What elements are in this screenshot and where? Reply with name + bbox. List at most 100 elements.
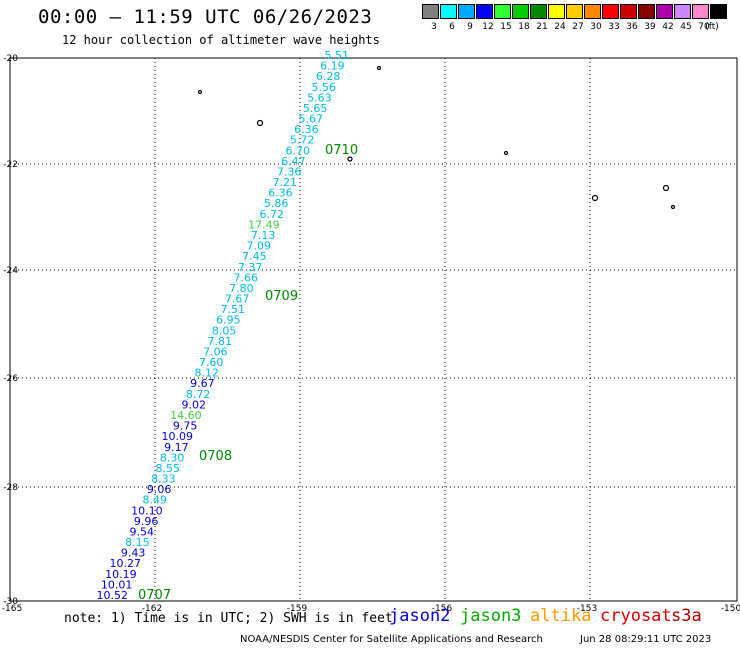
legend-label: 45 xyxy=(680,22,692,32)
wave-height-label: 9.06 xyxy=(147,483,172,496)
wave-height-label: 8.12 xyxy=(195,367,220,380)
wave-height-label: 6.19 xyxy=(320,60,345,73)
wave-height-label: 7.81 xyxy=(208,335,233,348)
wave-height-label: 8.05 xyxy=(212,324,237,337)
latitude-tick-label: -28 xyxy=(3,483,18,493)
legend-label: 3 xyxy=(431,22,437,32)
satellite-name-altika: altika xyxy=(530,606,592,626)
islands xyxy=(197,65,676,210)
wave-height-label: 10.09 xyxy=(162,430,194,443)
island-outline xyxy=(256,119,264,127)
wave-height-label: 6.28 xyxy=(316,70,341,83)
legend-label: 6 xyxy=(449,22,455,32)
longitude-tick-label: -159 xyxy=(287,604,308,614)
axis-tick-labels: -165 -162 -159 -156 -153 -150 -20 -22 -24 -26 -28 -… xyxy=(2,54,740,614)
legend-swatch xyxy=(458,4,475,19)
map-title: 00:00 – 11:59 UTC 06/26/2023 xyxy=(38,6,373,28)
island-outline xyxy=(662,184,670,192)
island-outline xyxy=(670,204,676,210)
wave-height-label: 7.45 xyxy=(242,250,267,263)
wave-height-label: 10.52 xyxy=(97,589,129,602)
wave-height-label: 6.70 xyxy=(286,144,311,157)
pass-time-label: 0708 xyxy=(199,449,232,464)
footer-note: note: 1) Time is in UTC; 2) SWH is in fe… xyxy=(64,611,393,626)
legend-swatch xyxy=(530,4,547,19)
wave-height-label: 9.02 xyxy=(182,398,207,411)
satellite-name-cryosat: cryosat xyxy=(600,606,672,626)
wave-height-label: 5.67 xyxy=(299,113,324,126)
island-outline xyxy=(347,156,353,162)
wave-height-label: 10.01 xyxy=(101,578,133,591)
pass-time-label: 0707 xyxy=(138,588,171,603)
wave-height-label: 6.72 xyxy=(260,208,285,221)
wave-height-label: 6.36 xyxy=(294,123,319,136)
wave-height-label: 7.80 xyxy=(229,282,254,295)
latitude-tick-label: -22 xyxy=(3,160,18,170)
legend-label: 9 xyxy=(467,22,473,32)
wave-height-label: 7.37 xyxy=(238,261,263,274)
legend-swatch xyxy=(620,4,637,19)
latitude-tick-label: -20 xyxy=(3,54,18,64)
satellite-name-jason3: jason3 xyxy=(460,606,522,626)
wave-height-label: 8.15 xyxy=(125,536,150,549)
wave-height-label: 8.30 xyxy=(160,451,185,464)
island-outline xyxy=(197,89,203,95)
legend-label: 70 xyxy=(698,22,710,32)
longitude-tick-label: -165 xyxy=(2,604,22,614)
legend-label: 27 xyxy=(572,22,584,32)
legend-swatch xyxy=(566,4,583,19)
wave-height-label: 14.60 xyxy=(170,409,202,422)
island-outline xyxy=(503,150,509,156)
legend-swatch xyxy=(692,4,709,19)
legend-label: 12 xyxy=(482,22,494,32)
map-frame xyxy=(9,57,738,602)
wave-height-label: 9.96 xyxy=(134,515,159,528)
wave-height-label: 9.43 xyxy=(121,547,146,560)
wave-height-label: 7.13 xyxy=(251,229,276,242)
wave-height-label: 6.47 xyxy=(281,155,306,168)
legend-label: 24 xyxy=(554,22,566,32)
pass-time-label: 0710 xyxy=(325,143,358,158)
wave-height-label: 5.56 xyxy=(312,81,337,94)
wave-height-label: 17.49 xyxy=(248,218,280,231)
wave-height-label: 7.36 xyxy=(277,165,302,178)
legend-swatch xyxy=(476,4,493,19)
satellite-name-s3a: s3a xyxy=(671,606,702,626)
legend-label: 21 xyxy=(536,22,548,32)
generated-timestamp: Jun 28 08:29:11 UTC 2023 xyxy=(580,634,712,645)
wave-height-label: 10.10 xyxy=(131,504,163,517)
wave-height-label: 6.95 xyxy=(216,314,241,327)
graticule xyxy=(10,58,737,601)
legend-label: 42 xyxy=(662,22,674,32)
wave-height-label: 10.19 xyxy=(105,568,137,581)
pass-time-label: 0709 xyxy=(265,289,298,304)
wave-height-label: 7.51 xyxy=(221,303,246,316)
island-outline xyxy=(376,65,382,71)
legend-swatch xyxy=(674,4,691,19)
legend-swatch xyxy=(548,4,565,19)
legend-label: 39 xyxy=(644,22,656,32)
wave-height-label: 5.63 xyxy=(307,91,332,104)
legend-swatch xyxy=(512,4,529,19)
island-outline xyxy=(591,194,599,202)
legend-unit: (ft) xyxy=(705,22,719,32)
altimeter-track: 5.516.196.285.565.635.655.676.365.726.70… xyxy=(97,49,359,603)
wave-height-label: 9.67 xyxy=(190,377,215,390)
credit-line: NOAA/NESDIS Center for Satellite Applica… xyxy=(240,634,543,645)
legend-label: 36 xyxy=(626,22,638,32)
longitude-tick-label: -153 xyxy=(577,604,597,614)
legend-swatch xyxy=(656,4,673,19)
wave-height-label: 9.54 xyxy=(130,525,155,538)
wave-height-label: 10.27 xyxy=(110,557,142,570)
latitude-tick-label: -26 xyxy=(3,374,18,384)
legend-swatch xyxy=(638,4,655,19)
wave-height-label: 5.51 xyxy=(325,49,350,62)
wave-height-label: 9.17 xyxy=(164,441,189,454)
wave-height-label: 7.66 xyxy=(234,271,259,284)
legend-swatch xyxy=(710,4,727,19)
legend-label: 15 xyxy=(500,22,512,32)
satellite-name-jason2: jason2 xyxy=(389,606,451,626)
wave-height-label: 8.72 xyxy=(186,388,211,401)
wave-height-label: 8.33 xyxy=(151,473,176,486)
